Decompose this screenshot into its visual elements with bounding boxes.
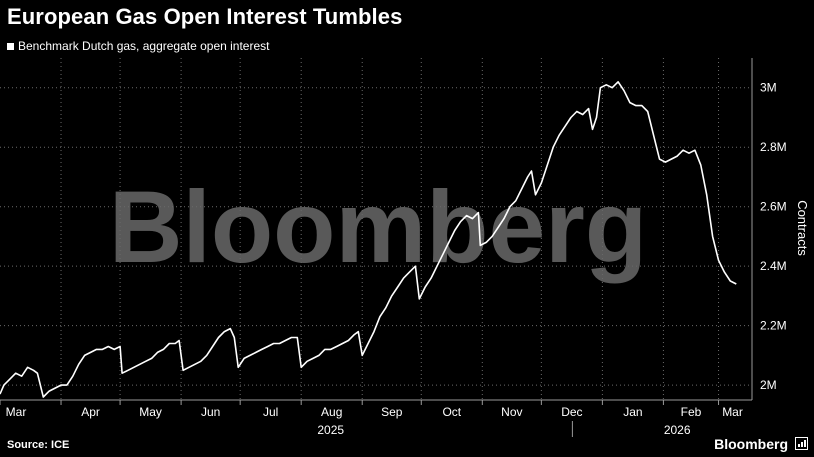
y-axis-title: Contracts (795, 200, 810, 256)
y-tick-label: 2M (760, 378, 777, 392)
x-tick-label: Jun (201, 405, 220, 419)
x-tick-label: May (139, 405, 162, 419)
source-note: Source: ICE (7, 439, 70, 451)
legend-swatch (7, 42, 14, 50)
x-tick-label: Nov (501, 405, 522, 419)
chart-title: European Gas Open Interest Tumbles (7, 4, 403, 29)
legend: Benchmark Dutch gas, aggregate open inte… (7, 39, 269, 53)
watermark: Bloomberg (109, 170, 647, 284)
x-tick-label: Mar (722, 405, 743, 419)
year-label: 2025 (317, 423, 344, 437)
series-line-open-interest (0, 81, 737, 398)
year-label: 2026 (664, 423, 691, 437)
x-tick-label: Jan (623, 405, 642, 419)
legend-label: Benchmark Dutch gas, aggregate open inte… (18, 39, 270, 53)
x-tick-label: Apr (81, 405, 100, 419)
bloomberg-chart-icon (795, 437, 808, 450)
y-tick-label: 3M (760, 81, 777, 95)
y-tick-label: 2.2M (760, 319, 787, 333)
x-tick-label: Feb (681, 405, 702, 419)
x-tick-label: Sep (381, 405, 403, 419)
x-tick-label: Dec (561, 405, 582, 419)
y-tick-label: 2.4M (760, 259, 787, 273)
brand-logo-text: Bloomberg (714, 436, 788, 452)
x-tick-label: Aug (321, 405, 342, 419)
x-tick-label: Jul (263, 405, 278, 419)
y-tick-label: 2.6M (760, 200, 787, 214)
x-tick-label: Oct (442, 405, 461, 419)
x-tick-label: Mar (6, 405, 27, 419)
y-tick-label: 2.8M (760, 140, 787, 154)
